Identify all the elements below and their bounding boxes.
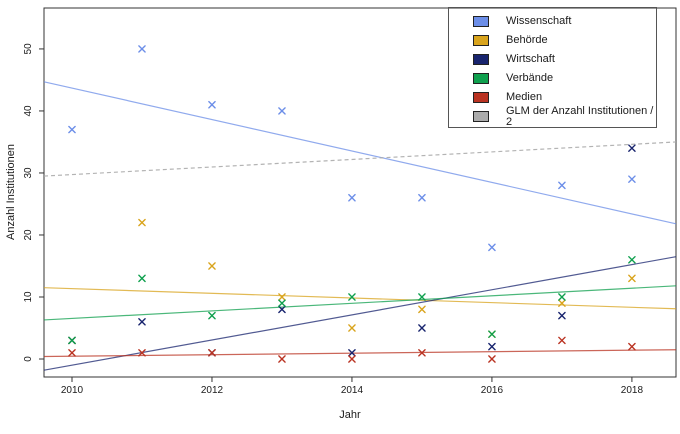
data-point <box>418 293 426 301</box>
trend-line-1 <box>43 287 677 310</box>
data-point <box>488 342 496 351</box>
data-point <box>278 107 286 115</box>
y-tick-label: 0 <box>23 356 34 362</box>
legend-item: GLM der Anzahl Institutionen / 2 <box>449 104 656 128</box>
data-point <box>628 274 636 283</box>
x-axis-label: Jahr <box>339 409 361 421</box>
x-tick-label: 2014 <box>341 385 364 396</box>
data-point <box>208 100 216 109</box>
legend-swatch <box>473 54 489 65</box>
legend-label: GLM der Anzahl Institutionen / 2 <box>506 104 654 128</box>
x-tick-label: 2016 <box>481 385 504 396</box>
trend-line-0 <box>43 81 677 225</box>
data-point <box>628 175 636 183</box>
data-point <box>418 193 426 202</box>
data-point <box>558 299 566 307</box>
data-point <box>558 311 566 320</box>
legend-item: Wissenschaft <box>449 12 656 31</box>
x-tick-label: 2012 <box>201 385 224 396</box>
data-point <box>348 193 356 202</box>
data-point <box>208 349 216 357</box>
data-point <box>208 262 216 270</box>
legend-label: Wissenschaft <box>506 15 572 27</box>
data-point <box>138 218 146 227</box>
data-point <box>278 293 286 301</box>
data-point <box>348 355 356 363</box>
data-point <box>628 144 636 152</box>
data-point <box>138 45 146 53</box>
plot-frame <box>43 7 677 378</box>
legend-label: Wirtschaft <box>506 53 555 65</box>
data-point <box>348 349 356 357</box>
legend-swatch <box>473 35 489 46</box>
legend-swatch <box>473 111 489 122</box>
data-point <box>558 336 566 345</box>
legend-swatch <box>473 73 489 84</box>
y-tick-label: 20 <box>23 229 34 241</box>
x-tick-label: 2010 <box>61 385 84 396</box>
legend-label: Medien <box>506 91 543 103</box>
legend-label: Behörde <box>506 34 548 46</box>
data-point <box>558 293 566 301</box>
data-point <box>138 274 146 283</box>
legend-item: Wirtschaft <box>449 50 656 69</box>
x-tick-label: 2018 <box>621 385 644 396</box>
trend-line-2 <box>43 256 677 371</box>
data-point <box>278 299 286 307</box>
legend-item: Behörde <box>449 31 656 50</box>
y-tick-label: 10 <box>23 291 34 303</box>
data-point <box>278 305 286 314</box>
data-point <box>628 255 636 264</box>
data-point <box>418 305 426 314</box>
data-point <box>68 125 76 134</box>
data-point <box>488 355 496 363</box>
trend-line-5 <box>43 141 677 177</box>
data-point <box>418 349 426 357</box>
data-point <box>348 293 356 301</box>
legend-item: Medien <box>449 88 656 107</box>
data-point <box>208 311 216 320</box>
legend-swatch <box>473 16 489 27</box>
y-axis-label: Anzahl Institutionen <box>5 143 17 241</box>
y-tick-label: 40 <box>23 105 34 117</box>
data-point <box>418 324 426 332</box>
legend: Wissenschaft Behörde Wirtschaft Verbände… <box>448 7 657 128</box>
data-point <box>558 181 566 190</box>
legend-swatch <box>473 92 489 103</box>
data-point <box>278 355 286 363</box>
data-point <box>68 349 76 357</box>
data-point <box>138 349 146 357</box>
data-point <box>488 243 496 252</box>
data-point <box>68 336 76 345</box>
legend-label: Verbände <box>506 72 554 84</box>
y-tick-label: 50 <box>23 43 34 55</box>
data-point <box>138 318 146 326</box>
data-point <box>628 342 636 351</box>
trend-line-4 <box>43 349 677 358</box>
y-tick-label: 30 <box>23 167 34 179</box>
trend-line-3 <box>43 285 677 321</box>
legend-item: Verbände <box>449 69 656 88</box>
data-point <box>348 324 356 332</box>
data-point <box>488 330 496 339</box>
